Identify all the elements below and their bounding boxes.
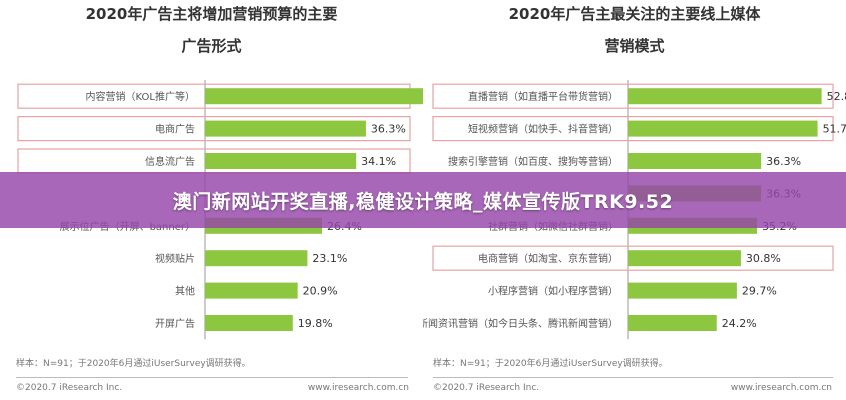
category-label: 电商营销（如淘宝、京东营销） (478, 252, 618, 265)
left-sample-note: 样本：N=91；于2020年6月通过iUserSurvey调研获得。 (16, 359, 251, 369)
left-copyright: ©2020.7 iResearch Inc. (16, 383, 123, 393)
category-label: 其他 (175, 285, 195, 298)
left-chart-title-line2: 广告形式 (181, 37, 242, 55)
right-footer-divider (433, 377, 833, 378)
category-label: 短视频营销（如快手、抖音营销） (468, 123, 618, 136)
highlight-box (432, 83, 834, 109)
value-label: 24.2% (722, 317, 757, 330)
bar (205, 120, 366, 137)
right-chart-title-line2: 营销模式 (604, 37, 665, 55)
value-label: 19.8% (298, 317, 333, 330)
value-label: 51.7% (823, 123, 846, 136)
category-label: 新闻资讯营销（如今日头条、腾讯新闻营销） (423, 317, 618, 330)
left-footer-divider (16, 377, 408, 378)
highlight-box (432, 245, 834, 271)
bar (628, 250, 741, 267)
banner-text[interactable]: 澳门新网站开奖直播,稳健设计策略_媒体宣传版TRK9.52 (172, 190, 674, 213)
bar (205, 250, 308, 267)
bar (205, 315, 293, 331)
category-label: 信息流广告 (145, 155, 195, 168)
category-label: 搜索引擎营销（如百度、搜狗等营销） (448, 155, 618, 168)
right-sample-note: 样本：N=91；于2020年6月通过iUserSurvey调研获得。 (433, 359, 668, 369)
highlight-box (17, 115, 411, 142)
highlight-box (432, 115, 834, 142)
bar (628, 88, 822, 105)
right-copyright: ©2020.7 iResearch Inc. (433, 383, 540, 393)
category-label: 直播营销（如直播平台带货营销） (468, 90, 618, 103)
category-label: 开屏广告 (155, 317, 195, 330)
category-label: 视频贴片 (155, 252, 195, 265)
value-label: 30.8% (746, 252, 781, 265)
bar (628, 315, 717, 331)
right-chart-panel: 2020年广告主最关注的主要线上媒体 营销模式 52.8% 直播营销（如直播平台带… (423, 0, 846, 400)
value-label: 36.3% (371, 123, 406, 136)
bar (628, 282, 737, 299)
value-label: 34.1% (361, 155, 396, 168)
overlay-banner[interactable]: 澳门新网站开奖直播,稳健设计策略_媒体宣传版TRK9.52 (0, 172, 846, 228)
bar (205, 88, 423, 105)
category-label: 内容营销（KOL推广等） (86, 90, 195, 103)
bar (628, 153, 762, 169)
value-label: 23.1% (312, 252, 347, 265)
value-label: 36.3% (766, 155, 801, 168)
bar (628, 120, 818, 137)
value-label: 29.7% (742, 285, 777, 298)
bar (205, 282, 298, 299)
right-website: www.iresearch.com.cn (730, 383, 832, 393)
category-label: 电商广告 (155, 123, 195, 136)
left-website: www.iresearch.com.cn (307, 383, 409, 393)
category-label: 小程序营销（如小程序营销） (488, 285, 618, 298)
right-chart-title-line1: 2020年广告主最关注的主要线上媒体 (508, 5, 761, 23)
left-chart-title-line1: 2020年广告主将增加营销预算的主要 (85, 5, 338, 23)
bar (205, 153, 357, 169)
value-label: 20.9% (303, 285, 338, 298)
value-label: 52.8% (827, 90, 846, 103)
